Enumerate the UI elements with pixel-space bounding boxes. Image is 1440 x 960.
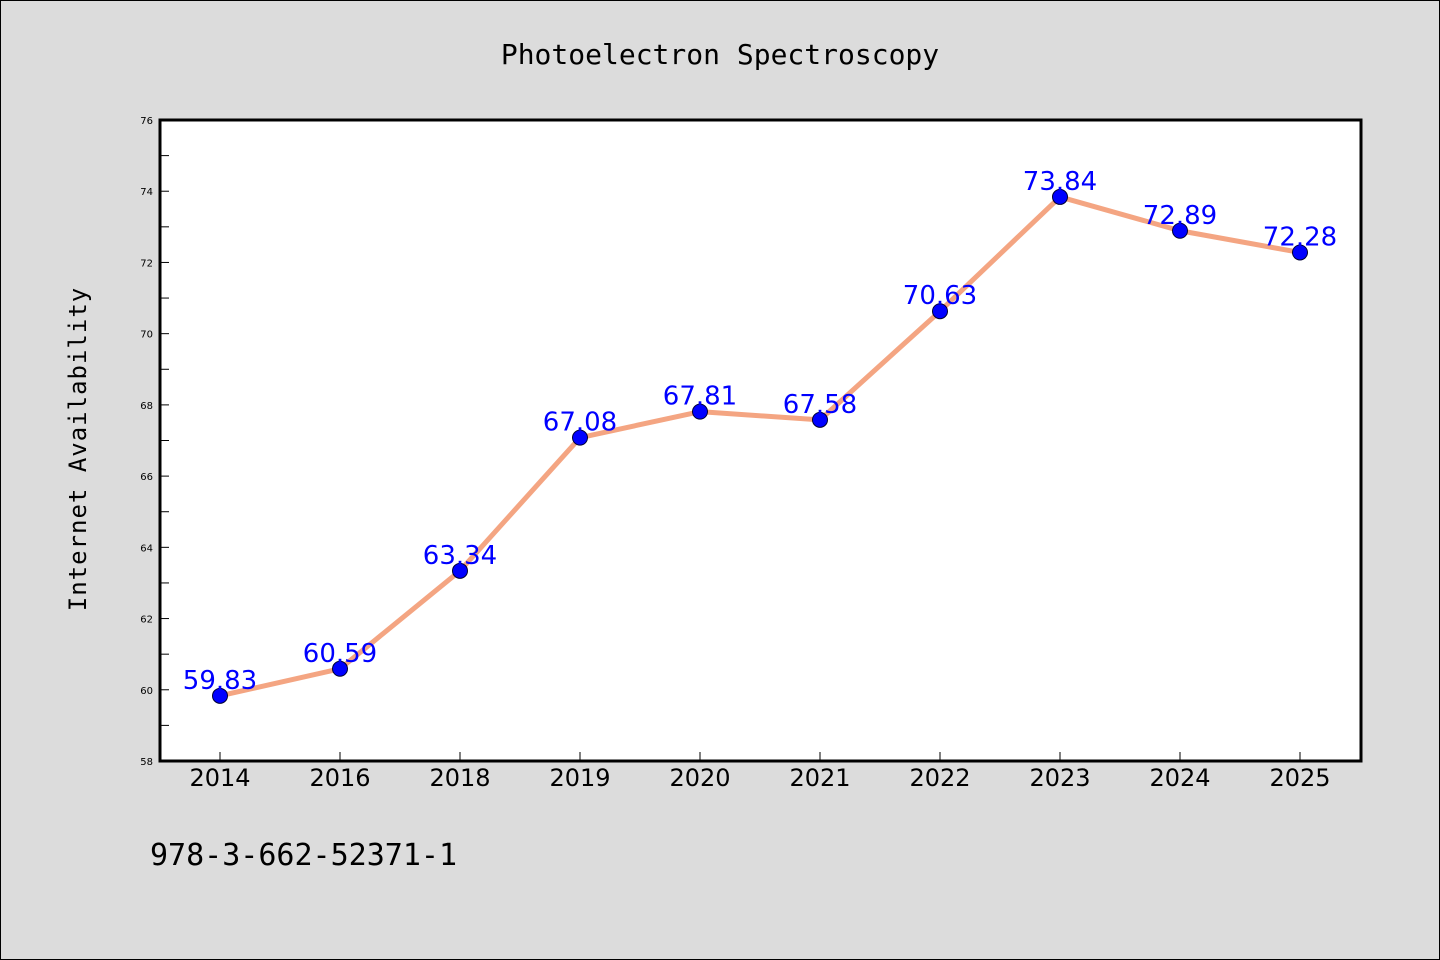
series-line bbox=[217, 194, 1303, 699]
data-label: 63.34 bbox=[423, 541, 497, 571]
data-point bbox=[1052, 188, 1068, 205]
data-point bbox=[572, 429, 588, 446]
x-tick-label: 2021 bbox=[789, 764, 850, 792]
data-point bbox=[332, 660, 348, 677]
y-tick-label: 64 bbox=[140, 543, 153, 554]
y-axis-label: Internet Availability bbox=[64, 287, 92, 611]
y-tick-label: 76 bbox=[140, 116, 153, 127]
data-label: 70.63 bbox=[903, 281, 977, 311]
data-point bbox=[812, 411, 828, 428]
series-line-group bbox=[217, 194, 1303, 699]
y-axis: 58 60 62 64 66 68 70 72 74 76 bbox=[140, 116, 169, 768]
x-tick-label: 2023 bbox=[1029, 764, 1090, 792]
y-tick-label: 72 bbox=[140, 258, 153, 269]
chart-title: Photoelectron Spectroscopy bbox=[501, 38, 939, 71]
y-tick-label: 62 bbox=[140, 615, 153, 626]
data-label: 67.58 bbox=[783, 390, 857, 420]
y-tick-label: 74 bbox=[140, 187, 153, 198]
data-point bbox=[692, 403, 708, 420]
data-label: 72.28 bbox=[1263, 222, 1337, 252]
y-tick-label: 68 bbox=[140, 401, 153, 412]
data-label: 72.89 bbox=[1143, 201, 1217, 231]
y-tick-label: 70 bbox=[140, 330, 153, 341]
x-tick-label: 2024 bbox=[1149, 764, 1210, 792]
data-point bbox=[452, 562, 468, 579]
y-tick-label: 66 bbox=[140, 472, 153, 483]
data-label: 60.59 bbox=[303, 639, 377, 669]
x-axis: 2014 2016 2018 2019 2020 2021 2022 2023 2024 2025 bbox=[189, 752, 1331, 792]
data-point bbox=[1292, 244, 1308, 261]
y-tick-label: 58 bbox=[140, 757, 153, 768]
x-tick-label: 2020 bbox=[669, 764, 730, 792]
data-point bbox=[212, 687, 228, 704]
data-label: 59.83 bbox=[183, 666, 257, 696]
x-tick-label: 2019 bbox=[549, 764, 610, 792]
data-point bbox=[932, 303, 948, 320]
data-label: 67.08 bbox=[543, 408, 617, 438]
y-tick-label: 60 bbox=[140, 686, 153, 697]
data-labels: 59.83 60.59 63.34 67.08 67.81 67.58 70.63 73.84… bbox=[183, 167, 1337, 696]
x-tick-label: 2018 bbox=[429, 764, 490, 792]
data-point bbox=[1172, 222, 1188, 239]
data-points bbox=[212, 188, 1308, 704]
footnote-isbn: 978-3-662-52371-1 bbox=[150, 838, 457, 873]
x-tick-label: 2014 bbox=[189, 764, 250, 792]
x-tick-label: 2016 bbox=[309, 764, 370, 792]
data-label: 67.81 bbox=[663, 382, 737, 412]
data-label: 73.84 bbox=[1023, 167, 1097, 197]
x-tick-label: 2025 bbox=[1269, 764, 1330, 792]
x-tick-label: 2022 bbox=[909, 764, 970, 792]
